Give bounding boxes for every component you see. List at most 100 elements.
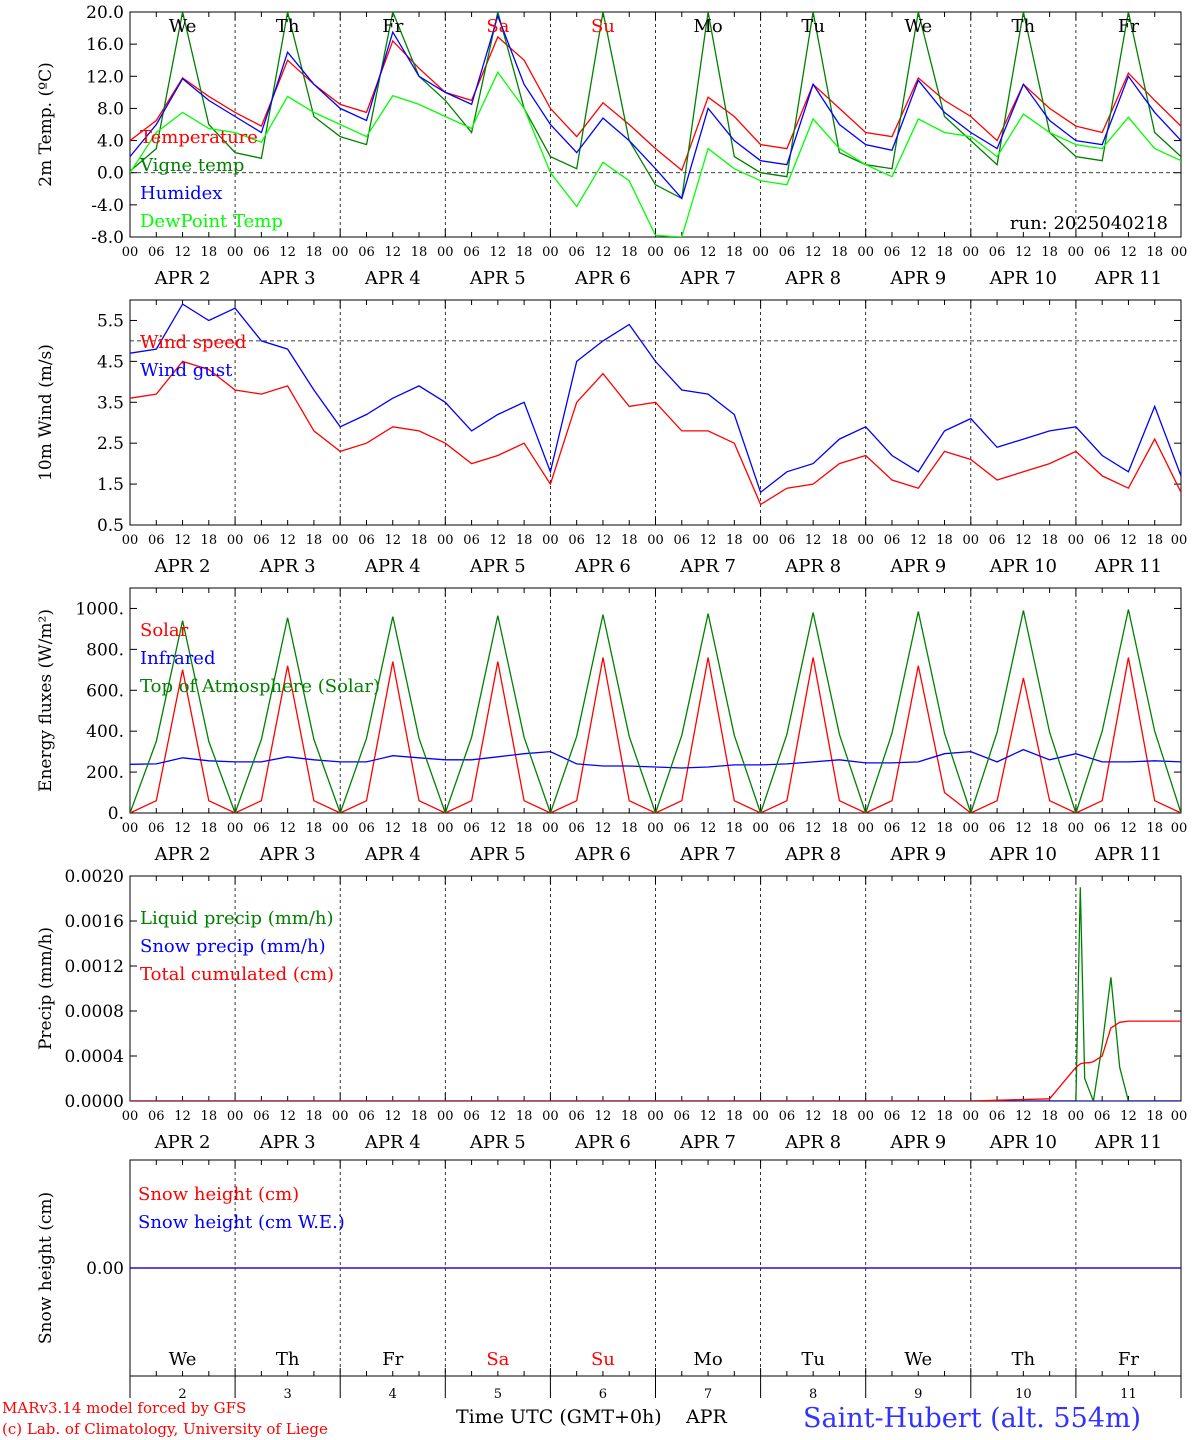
hour-label: 12	[700, 1109, 717, 1124]
y-tick-label: 0.00	[86, 1259, 124, 1279]
legend-entry: Infrared	[140, 648, 215, 669]
hour-label: 12	[384, 821, 401, 836]
date-label: APR 8	[784, 556, 841, 577]
series-line	[130, 657, 1181, 813]
hour-label: 18	[831, 533, 848, 548]
hour-label: 00	[1171, 533, 1188, 548]
hour-label: 18	[1146, 245, 1163, 260]
legend-entry: Wind speed	[140, 332, 246, 353]
hour-label: 12	[805, 245, 822, 260]
weekday-label: Th	[276, 16, 300, 37]
y-axis-title: Precip (mm/h)	[36, 927, 56, 1050]
hour-label: 18	[1041, 245, 1058, 260]
hour-label: 18	[411, 821, 428, 836]
hour-label: 18	[831, 1109, 848, 1124]
hour-label: 06	[674, 245, 691, 260]
date-label: APR 5	[469, 1132, 526, 1153]
date-label: APR 11	[1094, 556, 1162, 577]
legend-entry: Snow height (cm W.E.)	[138, 1212, 345, 1233]
hour-label: 18	[306, 821, 323, 836]
y-tick-label: 0.0020	[65, 867, 124, 887]
series-group	[130, 303, 1181, 506]
legend-entry: Total cumulated (cm)	[140, 964, 334, 985]
y-tick-label: 0.	[108, 804, 124, 824]
hour-label: 18	[1041, 533, 1058, 548]
hour-label: 06	[148, 821, 165, 836]
y-tick-label: 400.	[86, 722, 124, 742]
hour-label: 12	[174, 533, 191, 548]
hour-label: 12	[279, 533, 296, 548]
hour-label: 06	[989, 1109, 1006, 1124]
date-label: APR 2	[154, 268, 211, 289]
hour-label: 12	[700, 821, 717, 836]
hour-label: 18	[306, 245, 323, 260]
hour-label: 06	[779, 1109, 796, 1124]
date-label: APR 4	[364, 844, 421, 865]
hour-label: 12	[490, 1109, 507, 1124]
y-tick-label: 1000.	[75, 599, 124, 619]
day-number: 11	[1120, 1387, 1137, 1402]
y-tick-label: 0.0000	[65, 1092, 124, 1112]
hour-label: 06	[989, 821, 1006, 836]
hour-label: 18	[621, 533, 638, 548]
station-name: Saint-Hubert (alt. 554m)	[803, 1403, 1141, 1434]
date-label: APR 7	[679, 268, 736, 289]
y-tick-label: 200.	[86, 763, 124, 783]
y-tick-label: -8.0	[91, 228, 124, 248]
panel-energy: 1000. 800. 600. 400. 200. 0. Energy fluxes (W/…	[36, 587, 1188, 865]
hour-label: 06	[463, 245, 480, 260]
hour-label: 00	[542, 1109, 559, 1124]
hour-label: 00	[227, 245, 244, 260]
hour-label: 12	[595, 533, 612, 548]
y-axis-title: 10m Wind (m/s)	[36, 344, 56, 481]
date-label: APR 6	[574, 1132, 631, 1153]
hour-label: 06	[674, 533, 691, 548]
hour-label: 18	[831, 245, 848, 260]
hour-label: 06	[463, 533, 480, 548]
series-line	[130, 360, 1181, 506]
hour-label: 18	[516, 245, 533, 260]
hour-label: 06	[253, 821, 270, 836]
hour-label: 12	[279, 1109, 296, 1124]
hour-label: 18	[726, 533, 743, 548]
series-group	[130, 12, 1181, 237]
panel-wind: 5.5 4.5 3.5 2.5 1.5 0.5 10m Wind (m/s) Wind spe…	[36, 299, 1188, 577]
date-label: APR 2	[154, 1132, 211, 1153]
hour-label: 00	[437, 821, 454, 836]
plot-frame	[129, 587, 1182, 814]
panel-temperature: 20.0 16.0 12.0 8.0 4.0 0.0 -4.0 -8.0 2m Temp. (º…	[36, 3, 1187, 289]
legend-entry: Vigne temp	[139, 155, 244, 176]
panel-snow: 0.00 Snow height (cm) Snow height (cm) Snow…	[36, 1159, 1182, 1402]
hour-label: 12	[910, 245, 927, 260]
legend-entry: Humidex	[140, 183, 222, 204]
hour-label: 00	[122, 821, 139, 836]
legend-entry: Wind gust	[140, 360, 233, 381]
hour-label: 12	[1015, 245, 1032, 260]
date-label: APR 2	[154, 556, 211, 577]
hour-label: 06	[568, 821, 585, 836]
y-tick-label: 0.0012	[65, 957, 124, 977]
hour-label: 12	[490, 821, 507, 836]
hour-label: 00	[752, 245, 769, 260]
hour-label: 06	[463, 1109, 480, 1124]
date-label: APR 6	[574, 844, 631, 865]
month-label: APR	[685, 1406, 728, 1428]
hour-label: 18	[306, 533, 323, 548]
hour-label: 12	[279, 821, 296, 836]
hour-label: 12	[700, 245, 717, 260]
series-line	[130, 35, 1181, 172]
legend-entry: Snow precip (mm/h)	[140, 936, 326, 957]
hour-label: 06	[358, 1109, 375, 1124]
hour-label: 06	[358, 245, 375, 260]
y-axis-title: Energy fluxes (W/m²)	[36, 609, 56, 792]
hour-label: 06	[1094, 821, 1111, 836]
hour-label: 18	[621, 1109, 638, 1124]
date-label: APR 9	[889, 556, 946, 577]
date-label: APR 10	[989, 268, 1057, 289]
y-tick-label: 800.	[86, 640, 124, 660]
date-label: APR 4	[364, 556, 421, 577]
hour-label: 12	[1120, 821, 1137, 836]
lab-credit: (c) Lab. of Climatology, University of L…	[2, 1420, 328, 1438]
hour-label: 00	[1171, 821, 1188, 836]
hour-label: 06	[568, 1109, 585, 1124]
